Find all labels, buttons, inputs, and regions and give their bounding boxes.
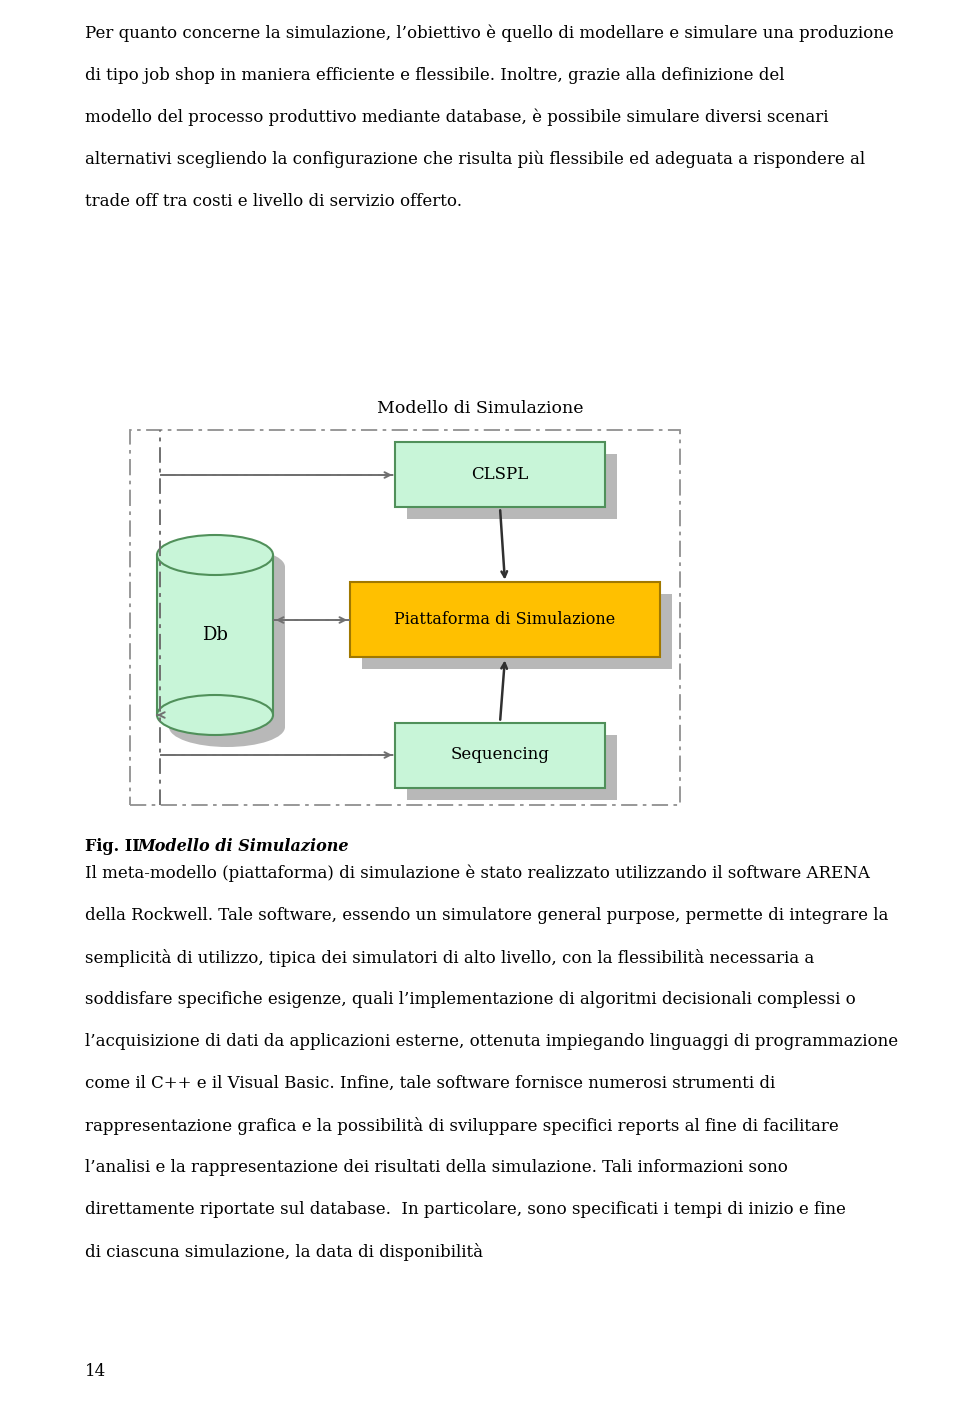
Text: alternativi scegliendo la configurazione che risulta più flessibile ed adeguata : alternativi scegliendo la configurazione… xyxy=(85,151,865,169)
Text: Modello di Simulazione: Modello di Simulazione xyxy=(137,838,348,854)
Text: Db: Db xyxy=(202,626,228,644)
Ellipse shape xyxy=(169,547,285,587)
Text: Piattaforma di Simulazione: Piattaforma di Simulazione xyxy=(395,612,615,629)
Text: rappresentazione grafica e la possibilità di sviluppare specifici reports al fin: rappresentazione grafica e la possibilit… xyxy=(85,1117,839,1135)
Ellipse shape xyxy=(157,534,273,575)
Text: come il C++ e il Visual Basic. Infine, tale software fornisce numerosi strumenti: come il C++ e il Visual Basic. Infine, t… xyxy=(85,1074,776,1091)
Ellipse shape xyxy=(169,706,285,747)
Text: soddisfare specifiche esigenze, quali l’implementazione di algoritmi decisionali: soddisfare specifiche esigenze, quali l’… xyxy=(85,991,861,1008)
Text: 14: 14 xyxy=(85,1363,107,1380)
Text: della Rockwell. Tale software, essendo un simulatore general purpose, permette d: della Rockwell. Tale software, essendo u… xyxy=(85,907,888,924)
Text: Sequencing: Sequencing xyxy=(450,746,549,763)
Text: Fig. II: Fig. II xyxy=(85,838,145,854)
Ellipse shape xyxy=(157,695,273,735)
Text: semplicità di utilizzo, tipica dei simulatori di alto livello, con la flessibili: semplicità di utilizzo, tipica dei simul… xyxy=(85,949,814,967)
Bar xyxy=(350,582,660,657)
Text: l’acquisizione di dati da applicazioni esterne, ottenuta impiegando linguaggi di: l’acquisizione di dati da applicazioni e… xyxy=(85,1034,899,1050)
Text: modello del processo produttivo mediante database, è possibile simulare diversi : modello del processo produttivo mediante… xyxy=(85,109,828,127)
Text: Modello di Simulazione: Modello di Simulazione xyxy=(376,400,584,417)
Bar xyxy=(395,722,605,788)
Bar xyxy=(130,430,680,805)
Text: trade off tra costi e livello di servizio offerto.: trade off tra costi e livello di servizi… xyxy=(85,193,462,210)
Text: direttamente riportate sul database.  In particolare, sono specificati i tempi d: direttamente riportate sul database. In … xyxy=(85,1201,846,1218)
Text: di tipo job shop in maniera efficiente e flessibile. Inoltre, grazie alla defini: di tipo job shop in maniera efficiente e… xyxy=(85,68,784,85)
Bar xyxy=(395,443,605,508)
Text: l’analisi e la rappresentazione dei risultati della simulazione. Tali informazio: l’analisi e la rappresentazione dei risu… xyxy=(85,1159,788,1176)
Bar xyxy=(157,556,273,715)
Text: CLSPL: CLSPL xyxy=(471,467,529,484)
Bar xyxy=(362,595,672,670)
Bar xyxy=(169,567,285,728)
Text: Per quanto concerne la simulazione, l’obiettivo è quello di modellare e simulare: Per quanto concerne la simulazione, l’ob… xyxy=(85,25,894,42)
Text: di ciascuna simulazione, la data di disponibilità: di ciascuna simulazione, la data di disp… xyxy=(85,1244,483,1261)
Bar xyxy=(407,735,617,799)
Bar xyxy=(407,454,617,519)
Text: Il meta-modello (piattaforma) di simulazione è stato realizzato utilizzando il s: Il meta-modello (piattaforma) di simulaz… xyxy=(85,864,870,883)
